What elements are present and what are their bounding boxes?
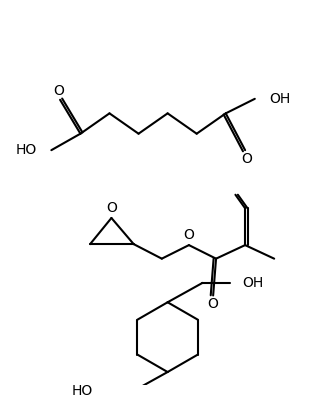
Text: O: O	[54, 84, 65, 98]
Text: HO: HO	[16, 143, 37, 157]
Text: O: O	[208, 297, 219, 311]
Text: OH: OH	[242, 276, 263, 290]
Text: O: O	[242, 152, 253, 166]
Text: OH: OH	[269, 92, 290, 106]
Text: O: O	[183, 228, 194, 243]
Text: HO: HO	[72, 384, 93, 397]
Text: O: O	[106, 201, 117, 215]
